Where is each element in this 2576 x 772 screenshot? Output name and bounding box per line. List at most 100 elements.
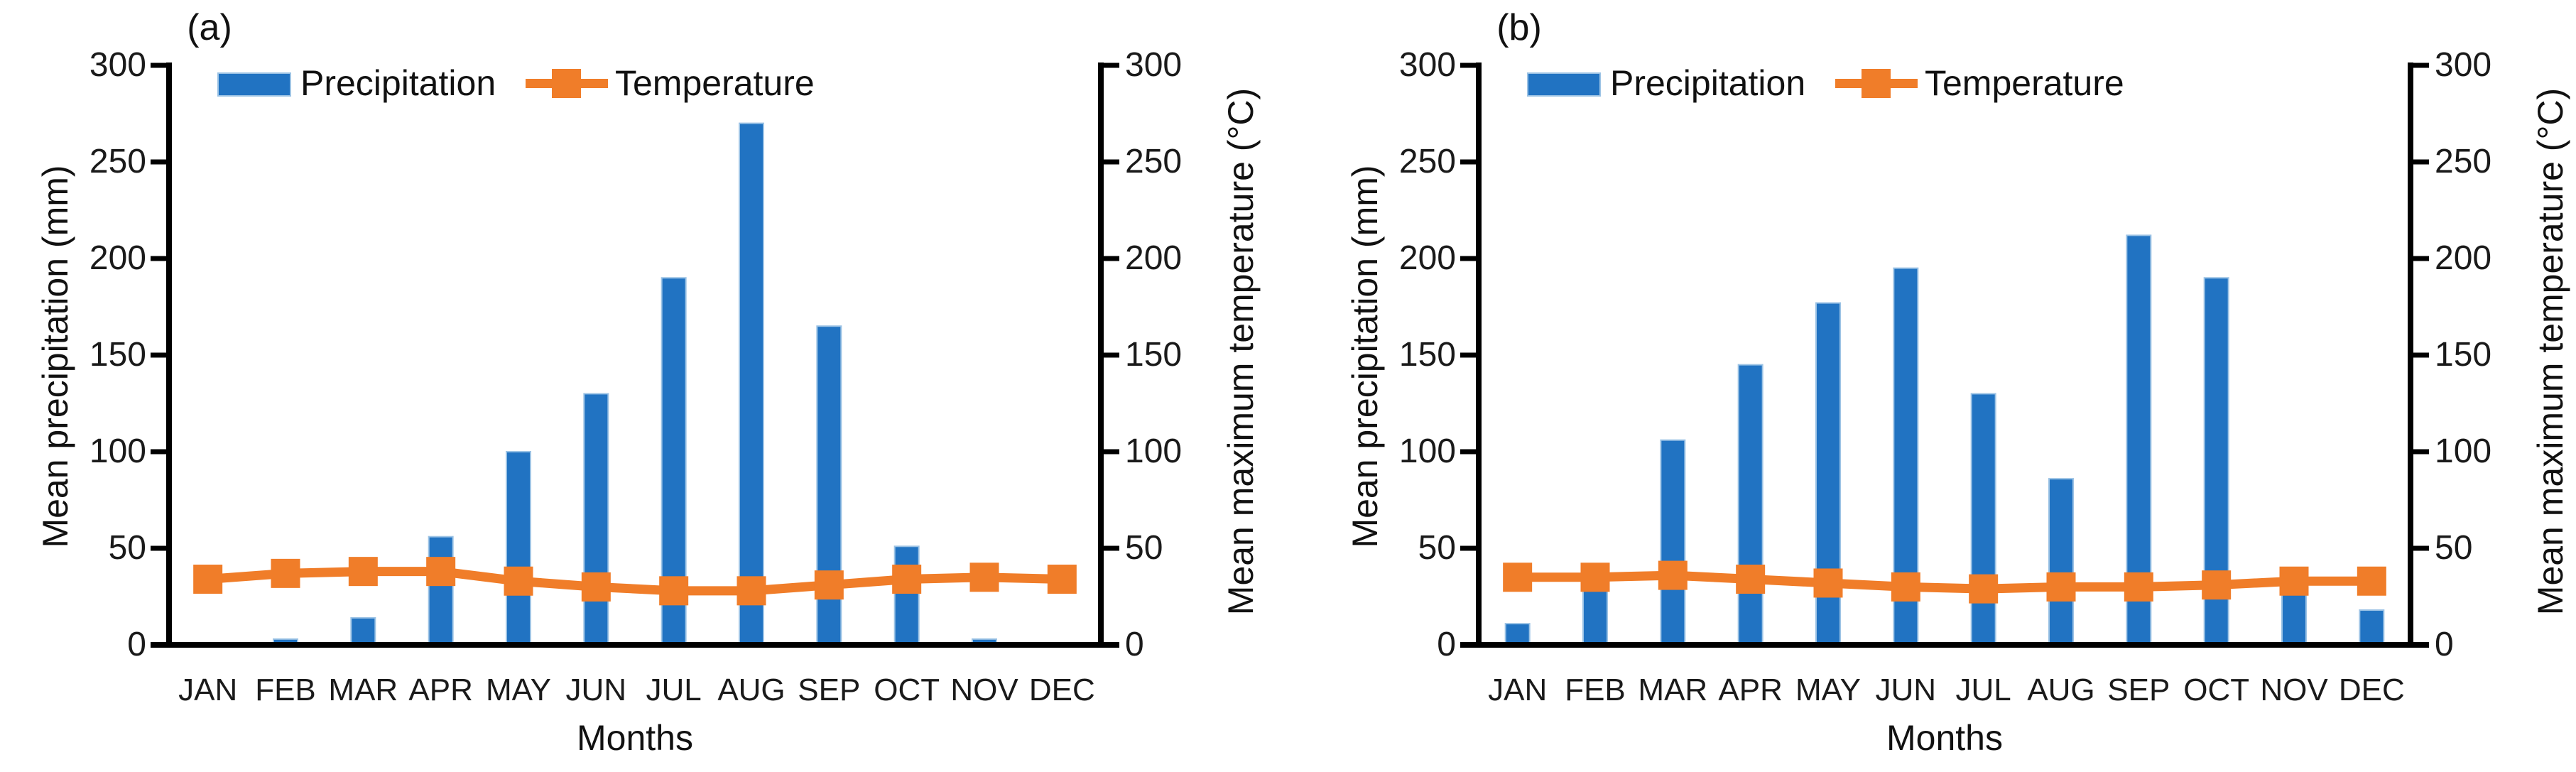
legend-line-icon [526, 69, 608, 98]
month-label-AUG: AUG [2027, 673, 2095, 707]
month-label-NOV: NOV [2260, 673, 2328, 707]
tick-left-200 [1460, 256, 1476, 261]
tick-left-300 [1460, 62, 1476, 68]
y-axis-left [1476, 62, 1482, 648]
tick-left-150 [151, 352, 166, 358]
temp-marker-APR [426, 557, 456, 587]
month-label-DEC: DEC [2338, 673, 2405, 707]
tick-label-right-200: 200 [1125, 239, 1183, 277]
tick-right-150 [1104, 352, 1119, 358]
tick-label-right-50: 50 [1125, 529, 1163, 567]
temp-marker-MAY [1813, 568, 1843, 598]
temp-marker-JAN [193, 565, 223, 594]
x-axis [1460, 642, 2429, 648]
month-label-AUG: AUG [717, 673, 786, 707]
tick-label-right-250: 250 [2435, 143, 2492, 180]
temp-marker-SEP [814, 570, 844, 600]
tick-label-left-200: 200 [1398, 239, 1456, 277]
tick-label-left-300: 300 [1398, 46, 1456, 84]
tick-left-50 [1460, 545, 1476, 551]
bar-MAR [350, 616, 376, 646]
tick-right-250 [1104, 159, 1119, 165]
legend-label-precipitation: Precipitation [300, 63, 496, 103]
temp-marker-AUG [2046, 572, 2076, 602]
bar-JUL [1970, 393, 1996, 646]
tick-label-right-0: 0 [1125, 626, 1144, 663]
month-label-OCT: OCT [2183, 673, 2250, 707]
month-label-JUN: JUN [565, 673, 627, 707]
tick-label-right-150: 150 [2435, 336, 2492, 374]
month-label-NOV: NOV [950, 673, 1018, 707]
tick-left-300 [151, 62, 166, 68]
tick-label-right-100: 100 [1125, 433, 1183, 470]
bar-DEC [2359, 609, 2385, 646]
tick-label-left-150: 150 [89, 336, 146, 374]
temperature-line [207, 567, 1063, 596]
month-label-DEC: DEC [1028, 673, 1095, 707]
bar-MAY [506, 451, 531, 646]
legend-square-marker-icon [1862, 69, 1891, 98]
tick-left-0 [151, 642, 166, 648]
month-label-SEP: SEP [798, 673, 861, 707]
tick-right-250 [2413, 159, 2429, 165]
tick-right-150 [2413, 352, 2429, 358]
temperature-line [1517, 570, 2372, 594]
tick-left-100 [151, 449, 166, 455]
tick-label-right-150: 150 [1125, 336, 1183, 374]
tick-right-300 [2413, 62, 2429, 68]
tick-label-left-100: 100 [1398, 433, 1456, 470]
tick-label-left-150: 150 [1398, 336, 1456, 374]
tick-right-200 [1104, 256, 1119, 261]
month-label-APR: APR [1718, 673, 1783, 707]
month-label-MAY: MAY [485, 673, 552, 707]
temp-marker-JUL [659, 576, 689, 606]
panel-a: (a) Precipitation Temperature Mean preci… [36, 7, 1261, 758]
x-axis-label: Months [577, 718, 693, 758]
bar-OCT [893, 545, 920, 646]
tick-label-right-200: 200 [2435, 239, 2492, 277]
tick-label-right-50: 50 [2435, 529, 2473, 567]
bar-APR [1737, 364, 1763, 646]
temp-marker-FEB [271, 558, 300, 588]
tick-left-150 [1460, 352, 1476, 358]
tick-right-200 [2413, 256, 2429, 261]
plot-area-b [1460, 62, 2429, 648]
temp-marker-JUN [581, 572, 611, 602]
legend-bar-swatch [1527, 72, 1601, 97]
bar-AUG [2048, 478, 2074, 646]
month-label-MAR: MAR [1638, 673, 1708, 707]
month-label-APR: APR [408, 673, 473, 707]
y-axis-right [1098, 62, 1104, 648]
tick-left-0 [1460, 642, 1476, 648]
tick-right-300 [1104, 62, 1119, 68]
tick-left-50 [151, 545, 166, 551]
tick-right-100 [1104, 449, 1119, 455]
tick-label-left-250: 250 [89, 143, 146, 180]
bar-APR [428, 535, 454, 646]
tick-label-left-50: 50 [108, 529, 146, 567]
y-axis-left [166, 62, 172, 648]
month-label-JUL: JUL [646, 673, 702, 707]
temp-marker-JUL [1969, 574, 1999, 604]
temp-marker-DEC [2357, 566, 2386, 596]
tick-label-left-300: 300 [89, 46, 146, 84]
month-label-JUL: JUL [1955, 673, 2011, 707]
month-label-JAN: JAN [1488, 673, 1548, 707]
tick-label-left-0: 0 [1437, 626, 1456, 663]
tick-right-0 [1104, 642, 1119, 648]
temp-marker-OCT [2202, 570, 2232, 600]
month-label-SEP: SEP [2107, 673, 2170, 707]
temp-marker-DEC [1047, 565, 1077, 594]
legend-bar-swatch [217, 72, 291, 97]
month-label-FEB: FEB [255, 673, 316, 707]
legend-label-temperature: Temperature [1925, 63, 2124, 103]
bar-MAR [1660, 439, 1686, 646]
temp-marker-MAR [1658, 560, 1688, 590]
legend-label-temperature: Temperature [615, 63, 815, 103]
panel-title: (a) [187, 7, 232, 48]
month-label-JUN: JUN [1875, 673, 1937, 707]
temp-marker-NOV [969, 562, 999, 592]
legend-square-marker-icon [552, 69, 581, 98]
panel-title: (b) [1496, 7, 1542, 48]
